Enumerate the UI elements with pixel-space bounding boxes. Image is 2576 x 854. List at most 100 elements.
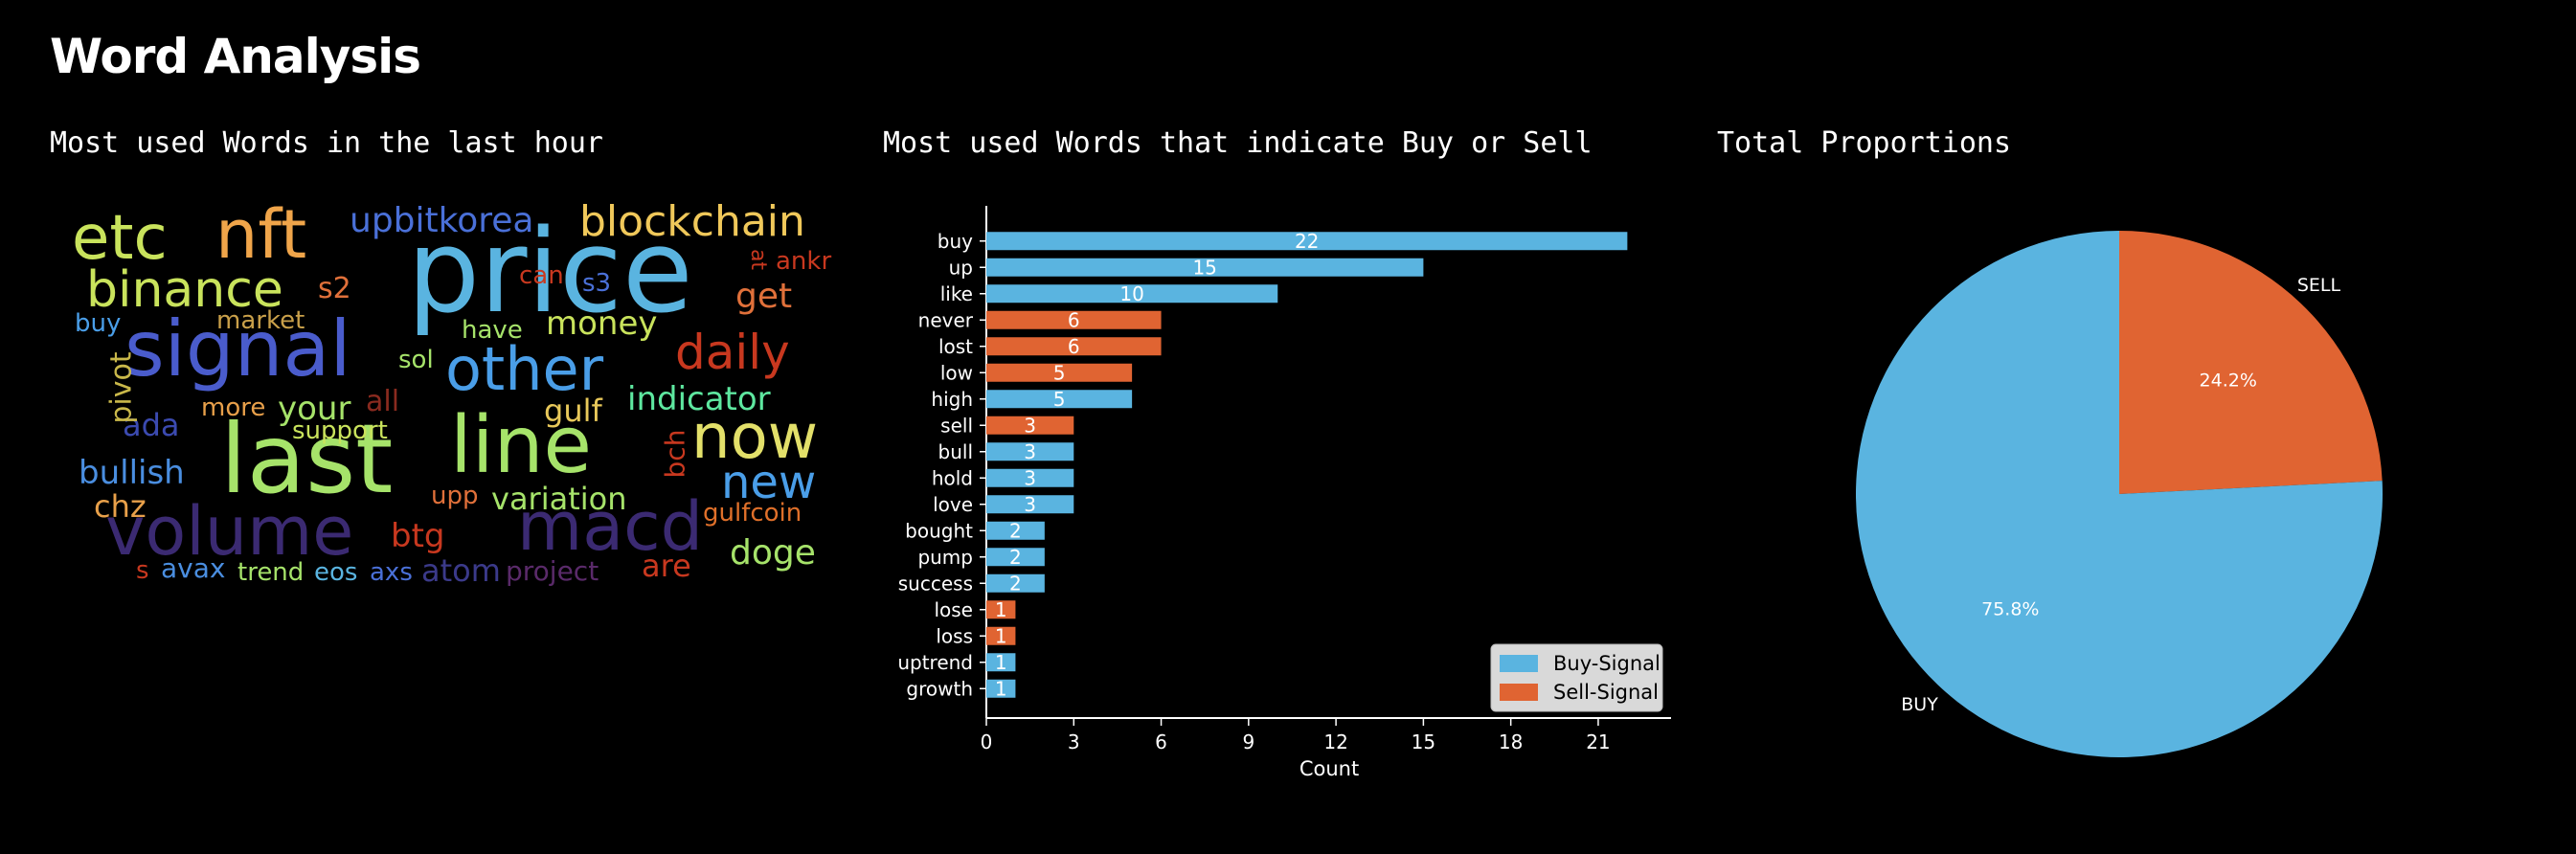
pie-slice-label: SELL [2297,275,2341,296]
wordcloud-word: gulf [544,393,602,429]
wordcloud-word: gulfcoin [703,499,802,528]
bar-x-tick-label: 21 [1586,730,1610,753]
bar-chart-title: Most used Words that indicate Buy or Sel… [883,126,1593,160]
wordcloud-word: s [136,556,149,585]
bar-category-label: lose [934,598,973,621]
wordcloud-word: price [407,206,693,339]
page-title: Word Analysis [50,29,421,84]
bar-x-tick-label: 0 [981,730,993,753]
bar-like [986,284,1278,303]
bar-category-label: bull [938,440,973,463]
pie-percent-label: 75.8% [1981,599,2039,620]
bar-value-label: 3 [1024,466,1036,489]
wordcloud-word: upbitkorea [350,201,534,240]
wordcloud-word: can [519,261,564,290]
bar-uptrend [986,653,1016,672]
wordcloud-word: buy [75,309,122,338]
wordcloud-word: have [462,316,523,345]
bar-value-label: 1 [995,651,1007,674]
legend-label-buy: Buy-Signal [1553,652,1661,675]
wordcloud-word: more [201,393,266,422]
bar-lost [986,337,1162,356]
wordcloud-word: nft [215,195,307,274]
wordcloud-word: bullish [79,454,185,492]
bar-category-label: like [940,282,973,305]
wordcloud-word: now [691,402,819,473]
bar-legend: Buy-Signal Sell-Signal [1490,643,1663,712]
wordcloud-word: all [366,385,400,418]
wordcloud-word: your [278,390,351,428]
bar-category-label: success [898,572,973,595]
bar-category-label: high [931,388,973,411]
wordcloud-word: s2 [318,272,351,305]
bar-value-label: 1 [995,677,1007,700]
wordcloud-word: macd [517,487,704,566]
wordcloud-word: support [292,416,388,445]
legend-label-sell: Sell-Signal [1553,681,1659,704]
bar-value-label: 6 [1068,308,1080,331]
wordcloud-word: doge [730,533,816,573]
bar-high [986,390,1133,409]
wordcloud-word: blockchain [579,197,805,246]
wordcloud-word: ada [123,407,180,443]
wordcloud-word: btg [391,517,445,555]
wordcloud-word: line [450,400,592,491]
pie-percent-label: 24.2% [2200,370,2257,391]
bar-value-label: 2 [1009,519,1022,542]
wordcloud-word: project [506,555,599,587]
wordcloud-word: eos [314,558,358,587]
bar-category-label: up [949,256,973,279]
bar-never [986,310,1162,329]
bar-value-label: 1 [995,624,1007,647]
bar-category-label: never [918,308,974,331]
bar-x-tick-label: 6 [1155,730,1167,753]
bar-value-label: 3 [1024,440,1036,463]
bar-success [986,573,1045,593]
pie-slice-sell [2119,231,2383,494]
wordcloud-word: sol [398,346,434,374]
wordcloud-word: money [546,304,658,343]
bar-x-tick-label: 18 [1499,730,1523,753]
wordcloud-word: signal [124,304,351,393]
bar-x-tick-label: 15 [1412,730,1435,753]
pie-slice-buy [1855,231,2383,758]
wordcloud-word: market [216,306,305,335]
wordcloud-word: trend [237,558,305,587]
bar-value-label: 6 [1068,335,1080,358]
bar-love [986,495,1074,514]
bar-category-label: uptrend [897,651,973,674]
bar-category-label: bought [905,519,973,542]
wordcloud-word: variation [491,481,627,517]
bar-pump [986,548,1045,567]
bar-x-tick-label: 12 [1323,730,1347,753]
wordcloud-word: s3 [582,269,612,298]
bar-category-label: loss [936,624,973,647]
wordcloud-word: atom [421,552,501,589]
bar-category-label: buy [938,230,973,253]
wordcloud-word: indicator [627,380,771,418]
bar-category-label: hold [932,466,973,489]
bar-value-label: 2 [1009,546,1022,569]
bar-buy [986,232,1628,251]
wordcloud-word: chz [94,488,147,525]
wordcloud-word: axs [370,558,413,587]
bar-value-label: 3 [1024,414,1036,437]
bar-bull [986,442,1074,461]
wordcloud-word: ankr [776,247,832,276]
wordcloud-word: last [220,403,394,515]
wordcloud-word: volume [105,492,354,571]
bar-value-label: 1 [995,598,1007,621]
bar-category-label: sell [940,414,973,437]
wordcloud-word: avax [161,552,226,584]
wordcloud-word: are [642,548,691,584]
bar-hold [986,468,1074,487]
wordcloud-word: get [735,277,793,316]
wordcloud-word: other [445,334,604,404]
bar-value-label: 2 [1009,572,1022,595]
wordcloud-word: etc [72,203,168,274]
bar-x-tick-label: 9 [1242,730,1254,753]
bar-x-tick-label: 3 [1068,730,1080,753]
bar-lose [986,600,1016,619]
bar-value-label: 22 [1295,230,1319,253]
